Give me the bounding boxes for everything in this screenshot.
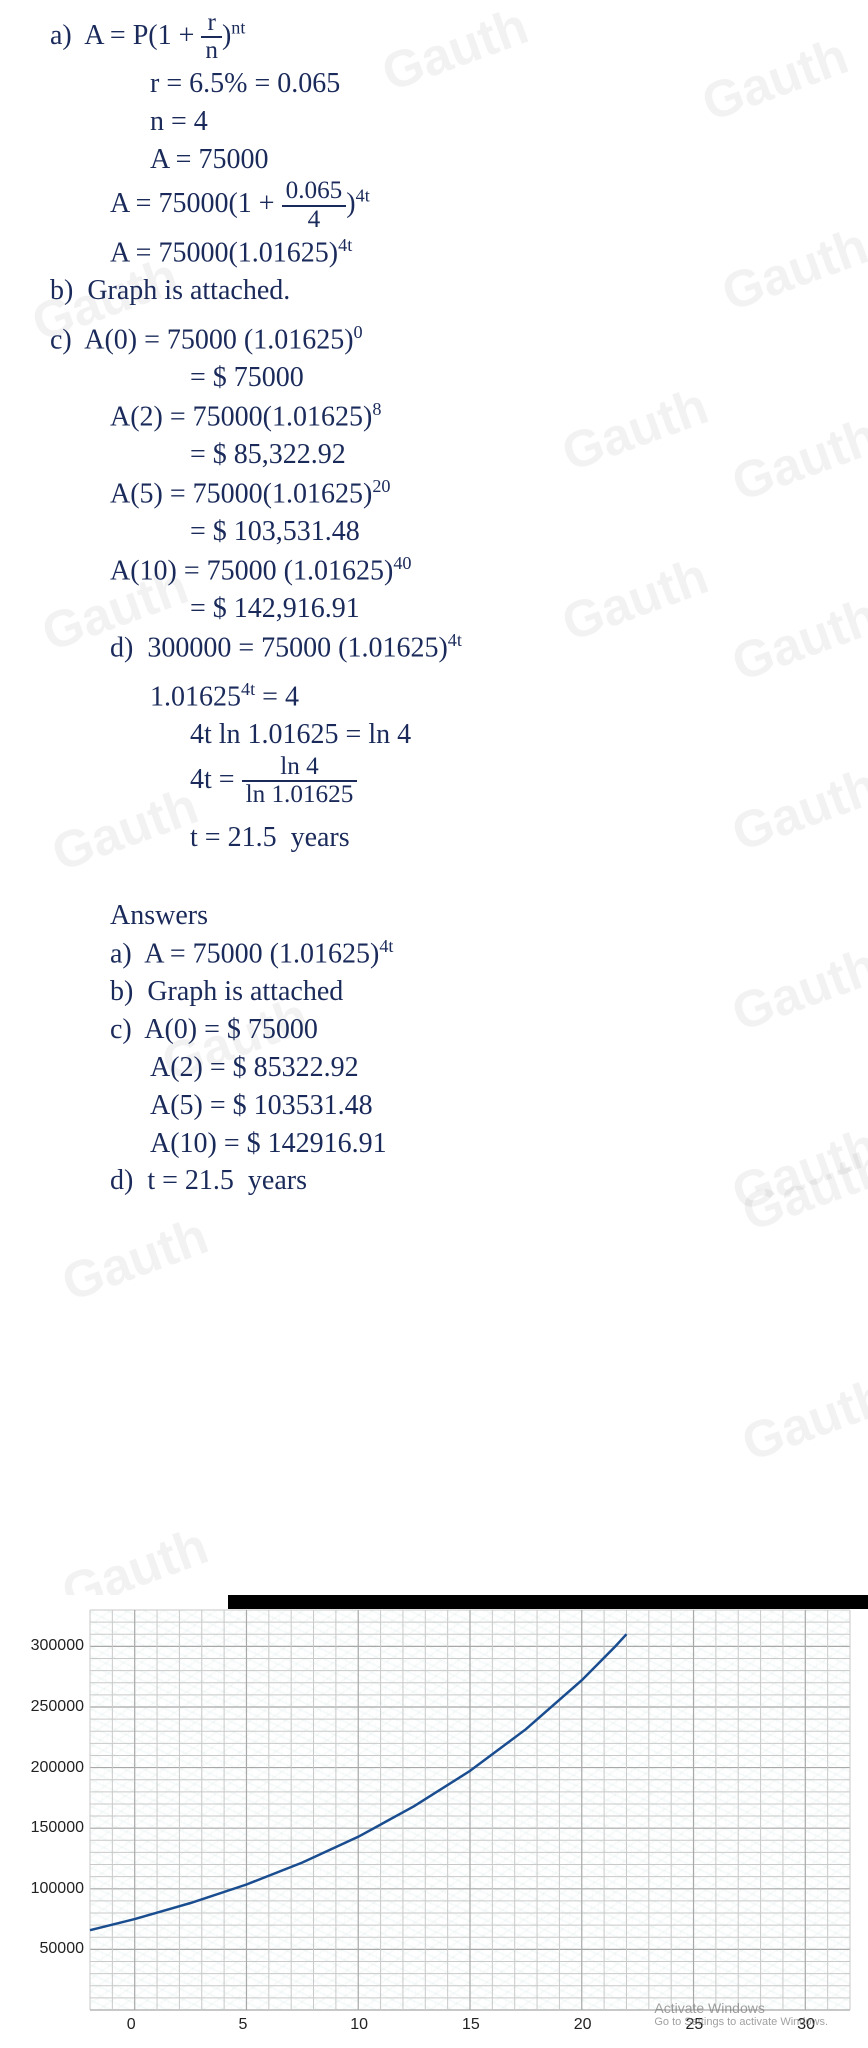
- answers-b: b) Graph is attached: [50, 973, 808, 1011]
- x-axis-tick-label: 0: [127, 2016, 136, 2034]
- handwritten-work: a) A = P(1 + rn)nt r = 6.5% = 0.065 n = …: [0, 0, 868, 1210]
- y-axis-tick-label: 150000: [4, 1819, 84, 1837]
- part-c-2: A(5) = 75000(1.01625)20: [50, 474, 808, 513]
- part-c-1: A(2) = 75000(1.01625)8: [50, 397, 808, 436]
- y-axis-tick-label: 250000: [4, 1698, 84, 1716]
- answers-c-1: A(2) = $ 85322.92: [50, 1049, 808, 1087]
- watermark-text: Gauth: [54, 1206, 216, 1314]
- answers-a: a) A = 75000 (1.01625)4t: [50, 934, 808, 973]
- black-bar: [228, 1595, 868, 1609]
- answers-c-0: c) A(0) = $ 75000: [50, 1011, 808, 1049]
- answers-d: d) t = 21.5 years: [50, 1162, 808, 1200]
- part-d-3: 4t = ln 4ln 1.01625: [50, 754, 808, 809]
- x-axis-tick-label: 15: [462, 2016, 480, 2034]
- part-c-0: c) A(0) = 75000 (1.01625)0: [50, 320, 808, 359]
- part-c-0-val: = $ 75000: [50, 359, 808, 397]
- part-c-3: A(10) = 75000 (1.01625)40: [50, 551, 808, 590]
- x-axis-tick-label: 20: [574, 2016, 592, 2034]
- part-c-2-val: = $ 103,531.48: [50, 513, 808, 551]
- watermark-text: Gauth: [734, 1366, 868, 1474]
- part-d-1: 1.016254t = 4: [50, 677, 808, 716]
- x-axis-tick-label: 5: [238, 2016, 247, 2034]
- part-b: b) Graph is attached.: [50, 272, 808, 310]
- plot-area: [90, 1610, 850, 2010]
- part-a-line: r = 6.5% = 0.065: [50, 65, 808, 103]
- answers-heading: Answers: [50, 897, 808, 935]
- y-axis-tick-label: 200000: [4, 1759, 84, 1777]
- part-a-line: A = 75000(1.01625)4t: [50, 233, 808, 272]
- part-a-line: A = 75000: [50, 141, 808, 179]
- y-axis-tick-label: 300000: [4, 1637, 84, 1655]
- part-d-2: 4t ln 1.01625 = ln 4: [50, 716, 808, 754]
- exponential-growth-chart: 50000 100000 150000 200000 250000 300000 0 5 10…: [0, 1595, 868, 2048]
- part-a-line: A = 75000(1 + 0.0654)4t: [50, 178, 808, 233]
- y-axis-tick-label: 50000: [4, 1940, 84, 1958]
- answers-c-3: A(10) = $ 142916.91: [50, 1125, 808, 1163]
- part-c-1-val: = $ 85,322.92: [50, 436, 808, 474]
- x-axis-tick-label: 10: [350, 2016, 368, 2034]
- part-a-line: n = 4: [50, 103, 808, 141]
- part-d-0: d) 300000 = 75000 (1.01625)4t: [50, 628, 808, 667]
- activate-windows-watermark: Activate Windows Go to Settings to activ…: [654, 2000, 828, 2028]
- part-d-4: t = 21.5 years: [50, 819, 808, 857]
- answers-c-2: A(5) = $ 103531.48: [50, 1087, 808, 1125]
- y-axis-tick-label: 100000: [4, 1880, 84, 1898]
- part-a-label: a) A = P(1 + rn)nt: [50, 10, 808, 65]
- part-c-3-val: = $ 142,916.91: [50, 590, 808, 628]
